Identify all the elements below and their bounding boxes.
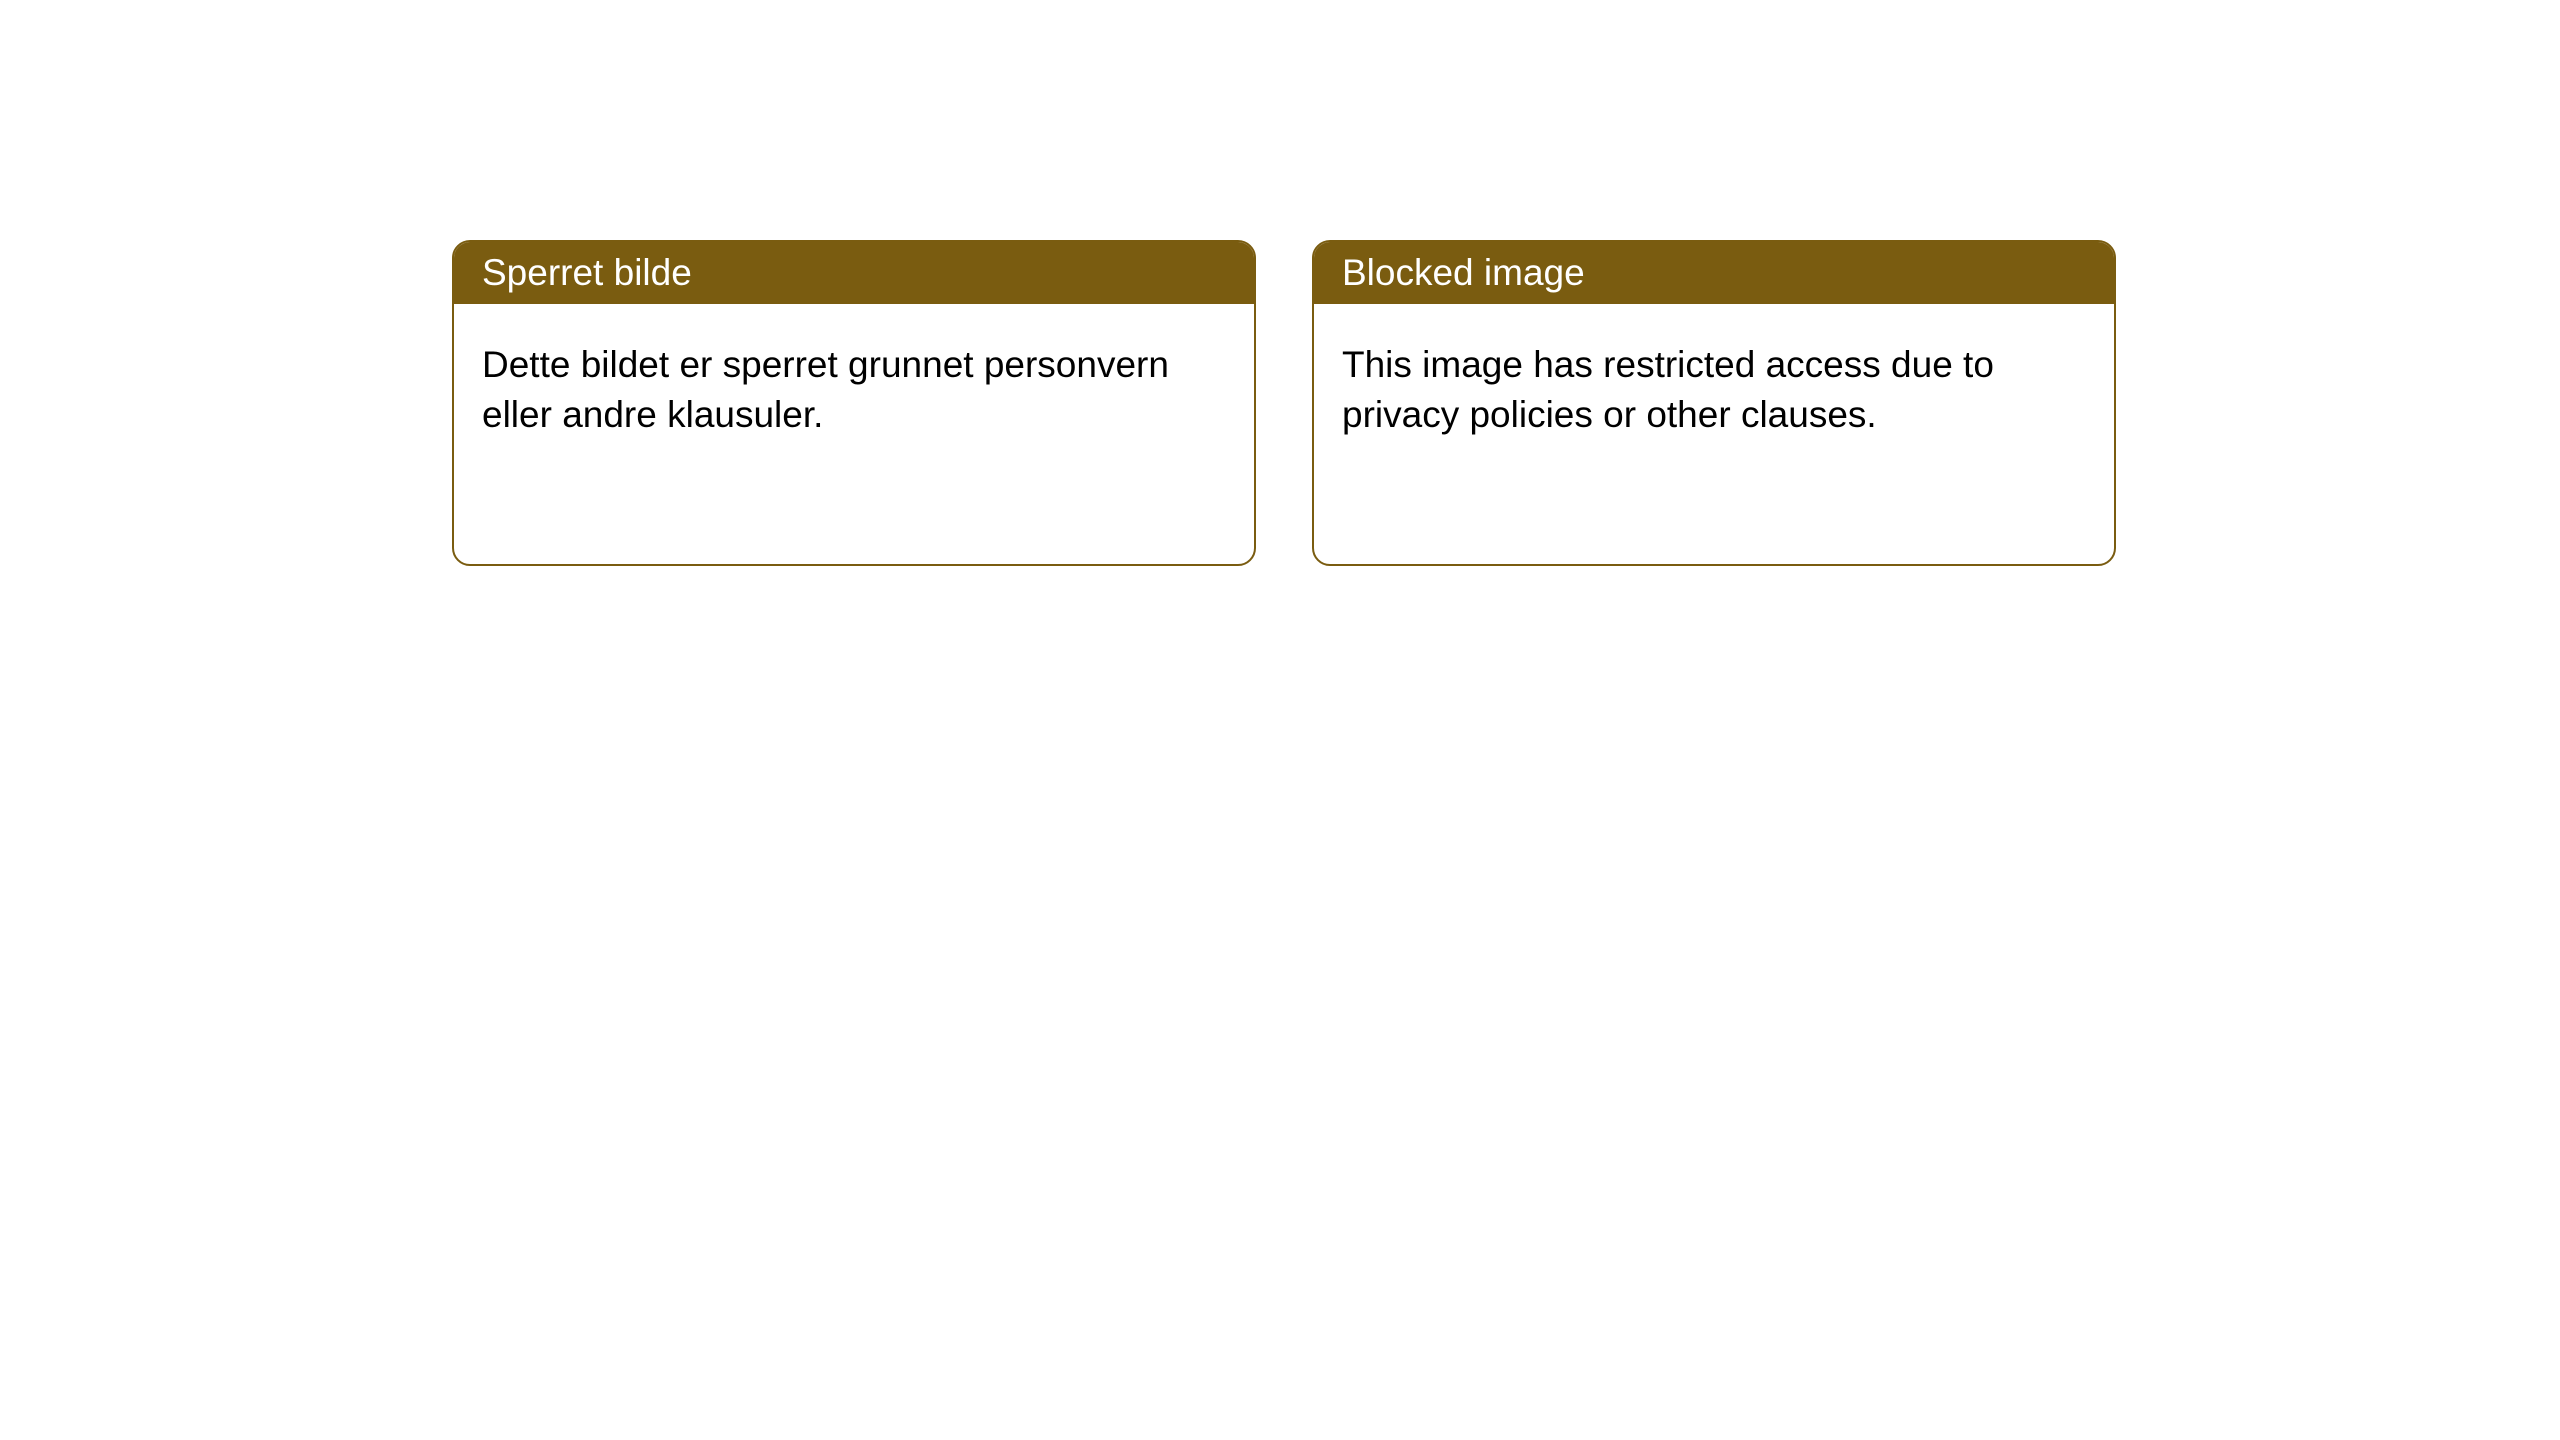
card-header: Blocked image (1314, 242, 2114, 304)
card-title: Sperret bilde (482, 252, 692, 293)
notice-card-norwegian: Sperret bilde Dette bildet er sperret gr… (452, 240, 1256, 566)
notice-card-english: Blocked image This image has restricted … (1312, 240, 2116, 566)
card-body-text: This image has restricted access due to … (1342, 344, 1994, 435)
notice-container: Sperret bilde Dette bildet er sperret gr… (0, 0, 2560, 566)
card-body: This image has restricted access due to … (1314, 304, 2114, 564)
card-body: Dette bildet er sperret grunnet personve… (454, 304, 1254, 564)
card-title: Blocked image (1342, 252, 1585, 293)
card-header: Sperret bilde (454, 242, 1254, 304)
card-body-text: Dette bildet er sperret grunnet personve… (482, 344, 1169, 435)
